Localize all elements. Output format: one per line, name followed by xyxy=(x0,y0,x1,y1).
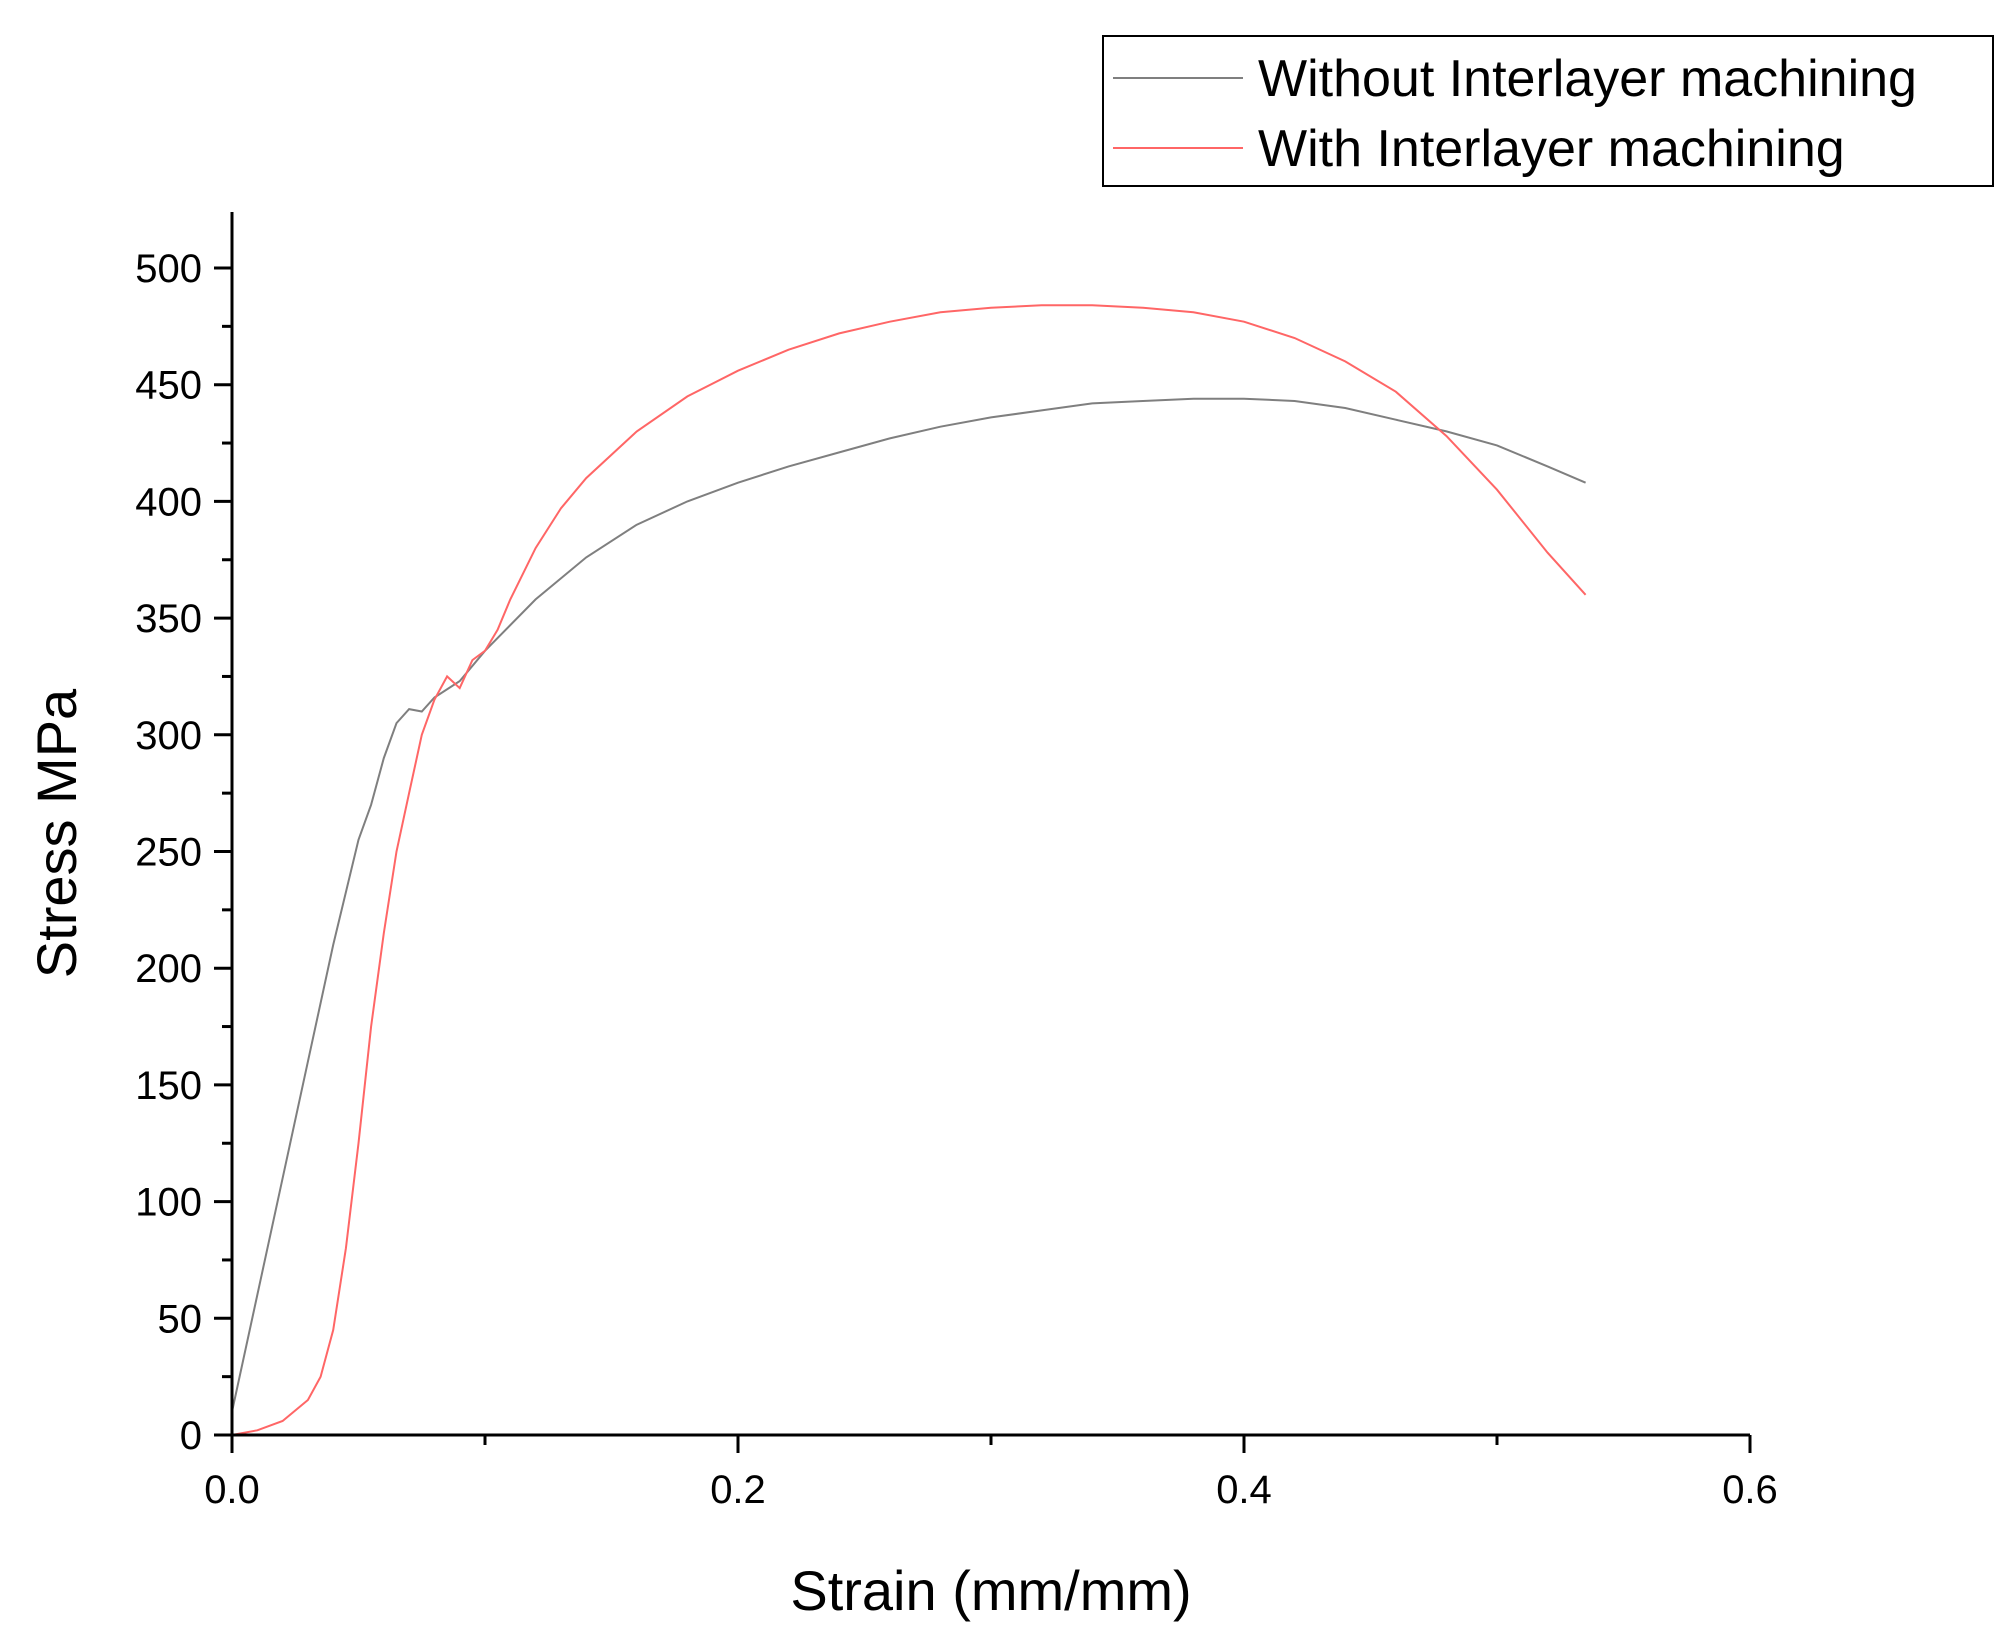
x-axis-title: Strain (mm/mm) xyxy=(790,1559,1191,1622)
y-tick-label: 300 xyxy=(135,714,202,758)
x-tick-label: 0.0 xyxy=(204,1468,260,1512)
legend-box xyxy=(1102,35,1994,187)
x-tick-label: 0.6 xyxy=(1722,1468,1778,1512)
x-ticks: 0.0 0.2 0.4 0.6 xyxy=(204,1435,1778,1512)
y-ticks: 0 50 100 150 200 250 300 350 400 450 500 xyxy=(135,247,232,1458)
y-tick-label: 400 xyxy=(135,480,202,524)
legend-label-without: Without Interlayer machining xyxy=(1258,50,1917,108)
y-tick-label: 250 xyxy=(135,831,202,875)
y-tick-label: 350 xyxy=(135,597,202,641)
y-axis-title: Stress MPa xyxy=(25,688,88,978)
y-tick-label: 150 xyxy=(135,1064,202,1108)
y-tick-label: 50 xyxy=(158,1297,203,1341)
y-tick-label: 200 xyxy=(135,947,202,991)
y-tick-label: 100 xyxy=(135,1181,202,1225)
y-tick-label: 0 xyxy=(180,1414,202,1458)
series-line-without-interlayer xyxy=(231,397,1586,1412)
y-tick-label: 450 xyxy=(135,364,202,408)
x-tick-label: 0.4 xyxy=(1216,1468,1272,1512)
plot-lines xyxy=(231,304,1587,1436)
x-tick-label: 0.2 xyxy=(710,1468,766,1512)
axes xyxy=(230,212,1750,1437)
y-tick-label: 500 xyxy=(135,247,202,291)
series-line-with-interlayer xyxy=(231,304,1587,1436)
legend: Without Interlayer machining With Interl… xyxy=(1102,35,1994,187)
legend-label-with: With Interlayer machining xyxy=(1258,120,1845,178)
